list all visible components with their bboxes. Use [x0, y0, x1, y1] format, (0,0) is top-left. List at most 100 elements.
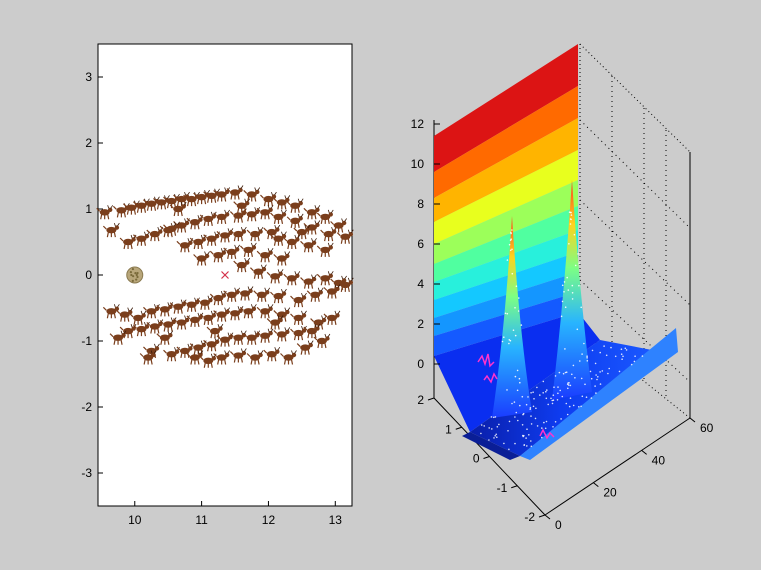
scatter-y-tick-label: -1: [81, 334, 92, 348]
agent-marker: [199, 353, 217, 368]
agent-marker: [186, 214, 204, 230]
agent-marker: [163, 346, 180, 362]
agent-marker: [223, 244, 241, 260]
surface-z-tick-label: 8: [417, 197, 424, 211]
agent-marker: [316, 242, 334, 258]
agent-marker: [163, 221, 180, 236]
agent-marker: [303, 323, 321, 339]
agent-marker: [266, 269, 284, 284]
surface-y-tick-label: 60: [700, 421, 714, 435]
agent-marker: [316, 271, 334, 286]
agent-marker: [290, 292, 307, 308]
surface-z-tick-label: 4: [417, 277, 424, 291]
agent-marker: [173, 315, 190, 330]
agent-marker: [306, 287, 324, 302]
agent-marker: [256, 205, 274, 220]
surface-x-tick: [455, 426, 462, 430]
agent-marker: [119, 234, 137, 250]
agent-marker: [243, 330, 261, 345]
agent-marker: [189, 234, 207, 250]
agent-marker: [313, 333, 331, 349]
agent-marker: [116, 307, 134, 322]
agent-marker: [146, 319, 164, 334]
agent-marker: [139, 350, 157, 365]
agent-marker: [316, 209, 334, 225]
scatter-y-tick-label: 2: [85, 136, 92, 150]
agent-marker: [286, 213, 304, 228]
agent-marker: [256, 304, 274, 319]
agent-marker: [296, 340, 314, 355]
agent-marker: [146, 226, 164, 242]
agent-marker: [253, 287, 271, 302]
scatter-y-tick-label: 0: [85, 268, 92, 282]
scatter-y-tick-label: 1: [85, 202, 92, 216]
surface-z-tick-label: 10: [411, 157, 425, 171]
surface-y-tick-label: 0: [555, 518, 562, 532]
agent-marker: [159, 317, 177, 332]
agent-marker: [273, 327, 291, 342]
surface-y-tick: [593, 482, 599, 488]
agent-marker: [176, 343, 194, 359]
scatter-x-tick-label: 11: [195, 513, 208, 527]
surface-x-tick-label: 0: [473, 452, 480, 466]
agent-marker: [303, 205, 321, 220]
agent-marker: [270, 231, 287, 246]
surface-z-tick-label: 6: [417, 237, 424, 251]
surface-peak-1: [492, 216, 532, 418]
surface-y-tick: [641, 449, 647, 455]
agent-marker: [196, 295, 214, 310]
agent-marker: [310, 315, 327, 330]
surface-markers: [477, 353, 555, 440]
agent-marker: [233, 257, 251, 273]
agent-marker: [203, 337, 220, 352]
agent-marker: [133, 321, 150, 337]
scatter-mark-group: [96, 185, 354, 368]
agent-marker: [260, 191, 277, 207]
agent-marker: [226, 185, 244, 200]
agent-marker: [203, 231, 220, 246]
agent-marker: [186, 312, 204, 327]
agent-marker: [290, 325, 307, 341]
surface-speckles: [480, 211, 644, 451]
scatter-x-tick-label: 12: [262, 513, 276, 527]
agent-marker: [243, 187, 261, 202]
agent-marker: [270, 209, 287, 225]
agent-marker: [213, 209, 230, 225]
agent-marker: [283, 234, 301, 250]
surface-x-tick-label: 2: [417, 393, 424, 407]
surface-x-tick: [483, 456, 490, 459]
agent-marker: [229, 226, 247, 242]
surface-end-ridge: [520, 328, 678, 460]
agent-marker: [273, 195, 291, 210]
agent-marker: [102, 222, 120, 238]
agent-marker: [243, 207, 261, 222]
scatter-y-tick-label: -3: [81, 466, 92, 480]
agent-marker: [300, 274, 317, 289]
agent-marker: [290, 310, 307, 326]
agent-marker: [233, 198, 251, 213]
agent-marker: [239, 304, 257, 319]
surface-x-tick-label: -1: [497, 481, 508, 495]
agent-marker: [169, 201, 187, 217]
agent-marker: [323, 284, 341, 299]
surface-z-tick-label: 0: [417, 357, 424, 371]
surface-y-tick: [689, 417, 696, 423]
target-cross-marker: [221, 271, 229, 279]
agent-marker: [206, 323, 224, 339]
agent-marker: [263, 346, 281, 362]
agent-marker: [156, 302, 174, 317]
scatter-x-tick-label: 10: [128, 513, 142, 527]
agent-marker: [239, 242, 257, 258]
agent-marker: [213, 187, 230, 202]
agent-marker: [183, 297, 200, 312]
scatter-y-tick-label: -2: [81, 400, 92, 414]
agent-marker: [330, 218, 347, 233]
scatter-y-tick-label: 3: [85, 70, 92, 84]
scatter-x-tick-label: 13: [329, 513, 343, 527]
agent-marker: [246, 350, 264, 365]
